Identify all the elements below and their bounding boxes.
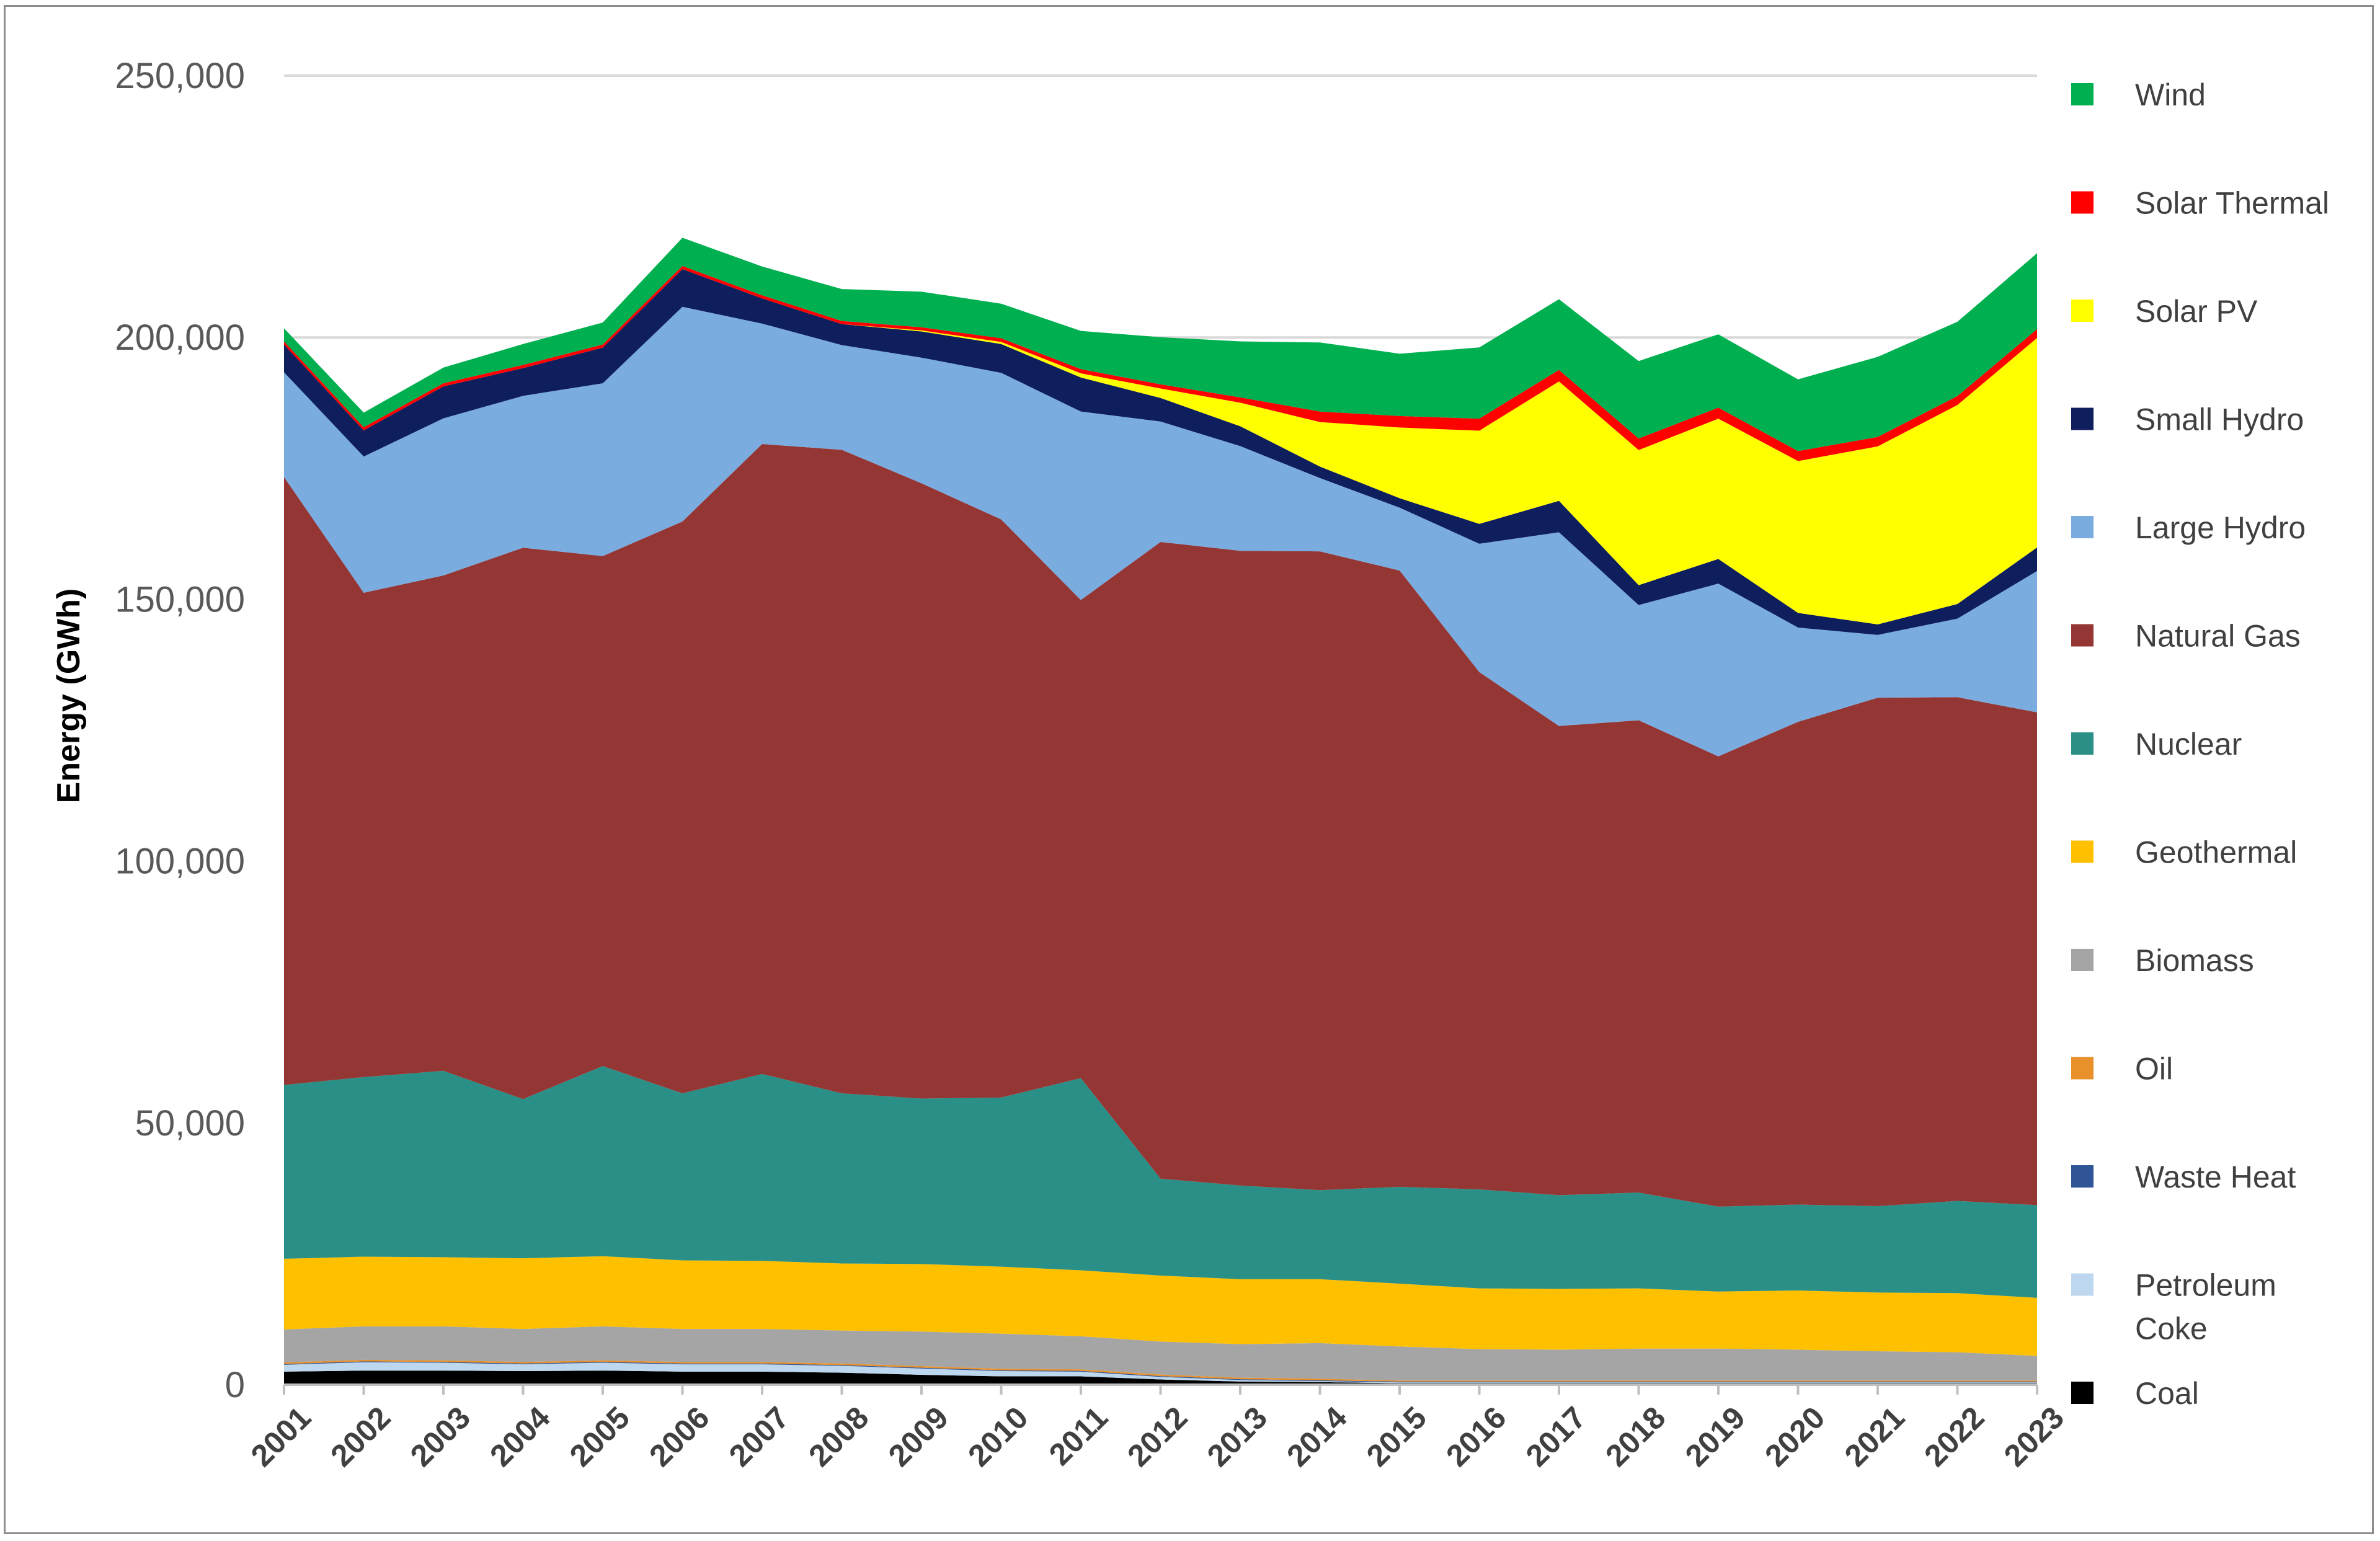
x-tick-label: 2017 [1519,1400,1592,1473]
y-axis-label: Energy (GWh) [51,588,87,804]
legend-label: Nuclear [2135,727,2242,762]
x-tick-label: 2022 [1917,1400,1991,1473]
legend-item-biomass: Biomass [2071,943,2254,978]
legend-swatch [2071,624,2094,647]
x-tick-label: 2007 [722,1400,796,1473]
legend-item-waste-heat: Waste Heat [2071,1160,2296,1194]
area-natural-gas [284,444,2037,1207]
area-wind [284,238,2037,451]
legend-item-wind: Wind [2071,78,2206,112]
legend-item-nuclear: Nuclear [2071,727,2242,762]
legend-swatch [2071,1165,2094,1188]
x-tick-label: 2018 [1599,1400,1672,1473]
legend-swatch [2071,83,2094,105]
legend-swatch [2071,1382,2094,1404]
x-tick-label: 2006 [642,1400,716,1473]
x-tick-label: 2002 [324,1400,397,1473]
x-tick-label: 2016 [1439,1400,1512,1473]
legend-swatch [2071,1273,2094,1296]
legend-swatch [2071,191,2094,214]
x-tick-label: 2015 [1360,1400,1433,1473]
area-petroleum-coke [284,1362,2037,1383]
y-tick-label: 100,000 [115,842,245,882]
legend-item-large-hydro: Large Hydro [2071,510,2306,545]
area-coal [284,1370,2037,1385]
x-tick-label: 2014 [1280,1400,1353,1473]
legend-swatch [2071,407,2094,430]
area-solar-pv [284,269,2037,624]
y-tick-label: 250,000 [115,56,245,96]
legend-label: Petroleum [2135,1268,2276,1303]
legend-item-solar-thermal: Solar Thermal [2071,186,2329,221]
legend-swatch [2071,1057,2094,1080]
x-tick-label: 2011 [1042,1400,1114,1472]
legend-label: Biomass [2135,943,2254,978]
x-tick-label: 2004 [483,1400,556,1473]
legend-label: Waste Heat [2135,1160,2296,1194]
legend: Wind Solar Thermal Solar PV Small Hydro Larg… [2071,78,2329,1411]
legend-item-solar-pv: Solar PV [2071,294,2258,329]
area-oil [284,1359,2037,1382]
legend-swatch [2071,840,2094,863]
legend-item-petroleum-coke: Petroleum Coke [2071,1268,2276,1346]
x-tick-label: 2012 [1121,1400,1194,1473]
x-tick-label: 2021 [1838,1400,1911,1473]
x-tick-label: 2013 [1201,1400,1274,1473]
legend-label: Coal [2135,1376,2199,1411]
x-tick-label: 2019 [1679,1400,1752,1473]
x-tick-label: 2009 [882,1400,955,1473]
x-axis-ticks: 2001 2002 2003 2004 2005 2006 2007 2008 2009 2010… [244,1385,2071,1473]
area-large-hydro [284,306,2037,757]
legend-label: Natural Gas [2135,619,2301,654]
area-geothermal [284,1256,2037,1356]
area-biomass [284,1326,2037,1381]
legend-label: Oil [2135,1052,2173,1086]
x-tick-label: 2005 [563,1400,636,1473]
x-tick-label: 2023 [1997,1400,2071,1473]
legend-label: Large Hydro [2135,510,2306,545]
legend-label: Wind [2135,78,2206,112]
x-tick-label: 2001 [244,1400,317,1473]
x-tick-label: 2020 [1758,1400,1831,1473]
legend-swatch [2071,949,2094,971]
area-nuclear [284,1066,2037,1298]
legend-label: Geothermal [2135,835,2297,870]
x-tick-label: 2008 [802,1400,875,1473]
legend-swatch [2071,732,2094,755]
legend-label: Coke [2135,1312,2208,1346]
legend-item-geothermal: Geothermal [2071,835,2297,870]
legend-label: Small Hydro [2135,402,2304,437]
legend-label: Solar PV [2135,294,2258,329]
area-solar-thermal [284,265,2037,461]
legend-swatch [2071,516,2094,538]
legend-item-coal: Coal [2071,1376,2199,1411]
y-tick-label: 50,000 [135,1103,245,1144]
y-axis-ticks: 0 50,000 100,000 150,000 200,000 250,000 [115,56,245,1405]
y-tick-label: 200,000 [115,318,245,358]
area-small-hydro [284,269,2037,635]
legend-swatch [2071,300,2094,322]
area-series [284,238,2037,1385]
legend-item-oil: Oil [2071,1052,2173,1086]
x-tick-label: 2003 [404,1400,477,1473]
legend-item-small-hydro: Small Hydro [2071,402,2304,437]
y-tick-label: 150,000 [115,579,245,620]
y-tick-label: 0 [225,1365,245,1405]
x-tick-label: 2010 [961,1400,1034,1473]
legend-label: Solar Thermal [2135,186,2329,221]
legend-item-natural-gas: Natural Gas [2071,619,2301,654]
